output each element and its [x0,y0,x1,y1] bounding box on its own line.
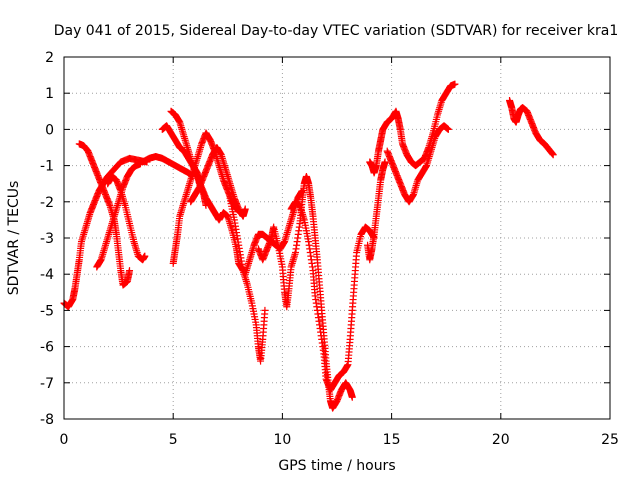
y-tick-label: -2 [40,195,54,211]
x-tick-label: 25 [601,432,619,448]
y-tick-label: -8 [40,412,54,428]
y-tick-label: -5 [40,303,54,319]
series-arc-4 [104,172,149,264]
y-tick-label: -6 [40,340,54,356]
series-arc-1 [60,154,151,311]
series-arc-9 [187,144,249,220]
x-tick-label: 5 [169,432,178,448]
y-tick-label: -1 [40,159,54,175]
y-tick-label: -7 [40,376,54,392]
y-tick-label: 0 [45,122,54,138]
y-axis-label: SDTVAR / TECUs [6,181,22,296]
y-tick-label: -4 [40,267,54,283]
x-tick-label: 10 [273,432,291,448]
x-axis-label: GPS time / hours [278,458,395,474]
data-point-marker [241,205,249,213]
series-arc-7 [167,107,210,209]
data-point-marker [451,80,459,88]
series-arc-14 [364,158,389,264]
data-point-marker [202,201,210,209]
axis-ticks: 0 5 10 15 20 25 -8 -7 -6 -5 -4 -3 -2 -1 0 1 2 [40,50,619,448]
y-tick-label: 2 [45,50,54,66]
y-tick-label: -3 [40,231,54,247]
series-arc-5 [139,153,197,180]
series-arc-10 [226,194,269,365]
x-tick-label: 0 [60,432,69,448]
chart-title: Day 041 of 2015, Sidereal Day-to-day VTE… [54,23,619,39]
data-point-marker [261,306,269,314]
data-point-marker [141,252,149,260]
data-point-marker [549,151,557,159]
x-tick-label: 15 [383,432,401,448]
series-arc-17 [506,96,557,159]
y-tick-label: 1 [45,86,54,102]
data-point-marker [126,267,134,275]
data-point-marker [444,125,452,133]
series-arc-16 [383,122,452,206]
data-series [60,80,557,412]
series-arc-15 [366,80,459,177]
x-tick-label: 20 [492,432,510,448]
data-point-marker [381,158,389,166]
data-point-marker [348,393,356,401]
